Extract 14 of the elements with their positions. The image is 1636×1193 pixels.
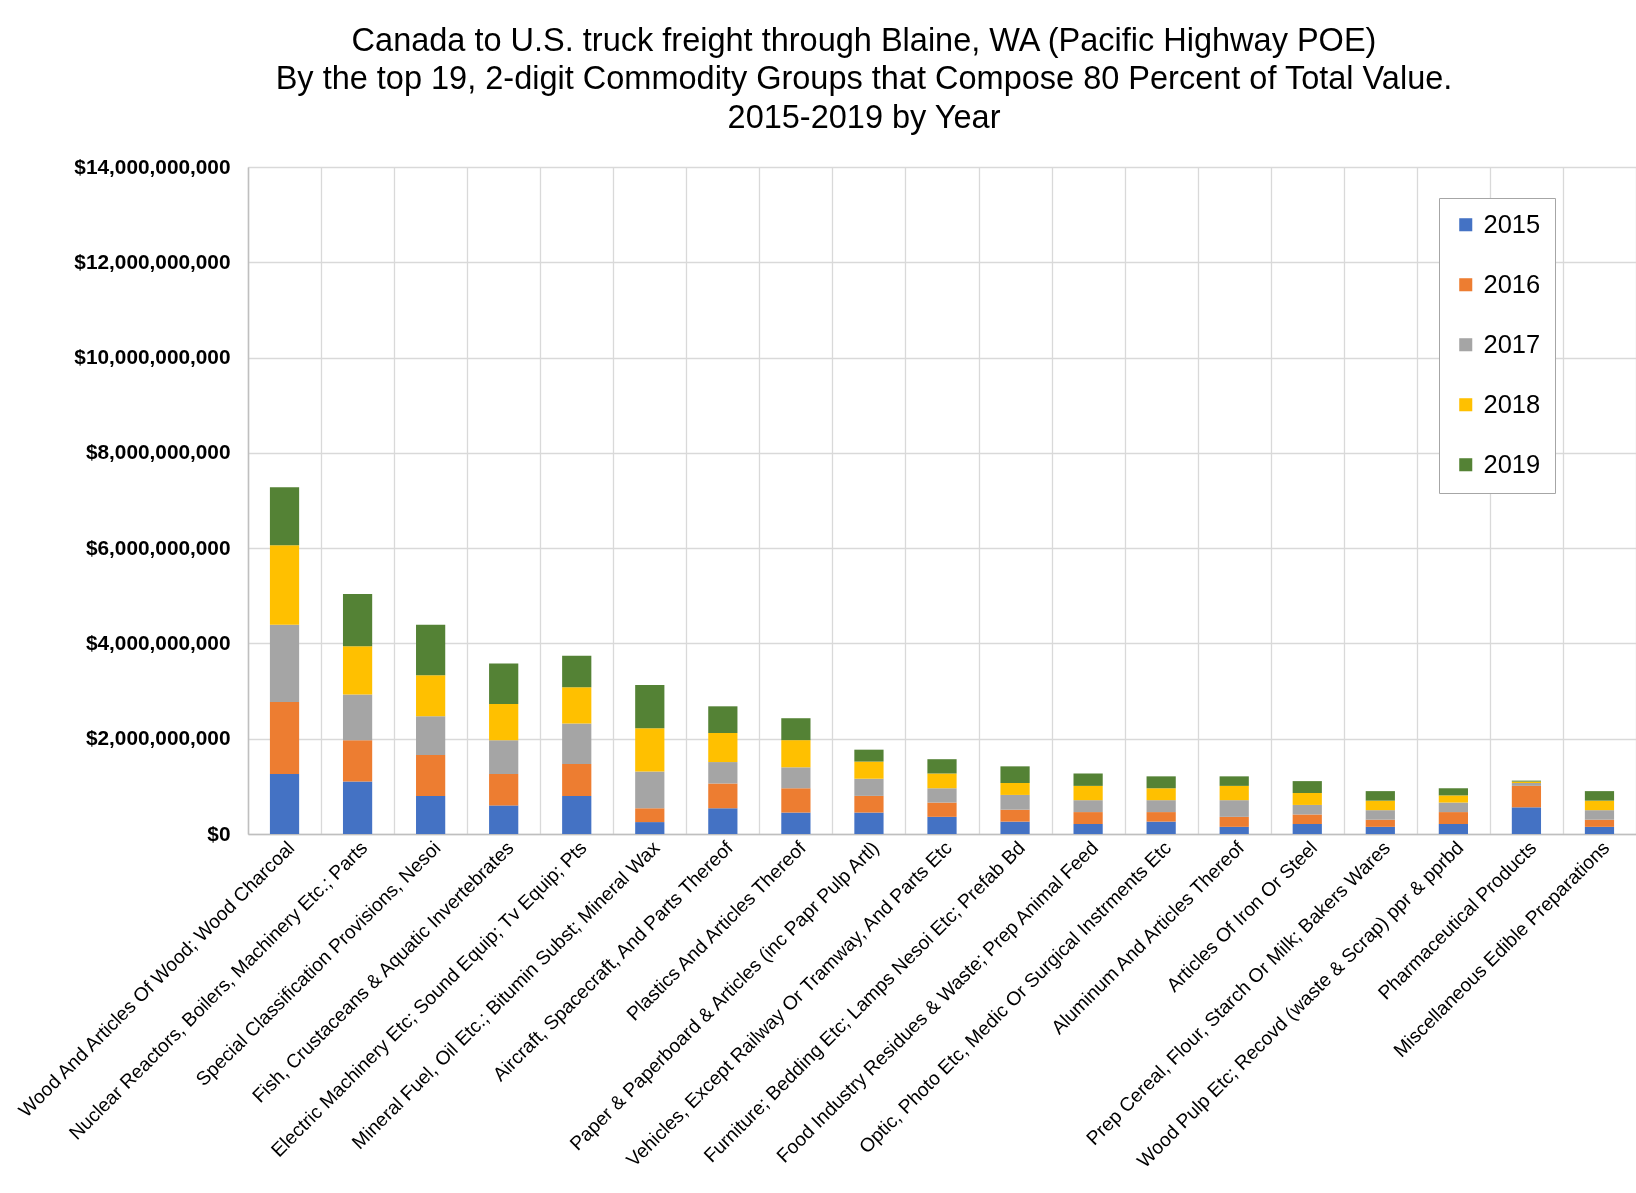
- legend-label: 2017: [1483, 329, 1541, 358]
- y-tick-label: $12,000,000,000: [74, 249, 231, 273]
- legend-label: 2019: [1483, 449, 1541, 478]
- legend-label: 2015: [1483, 209, 1541, 238]
- y-tick-label: $0: [207, 821, 231, 845]
- y-tick-label: $14,000,000,000: [74, 154, 231, 178]
- chart-title: Canada to U.S. truck freight through Blaine, WA (Pacific Highway POE) By the top 19, 2-digit Commodity Groups that Compose 80 Percent of Total Value. 2015-2019 by Year: [275, 21, 1453, 135]
- y-tick-label: $6,000,000,000: [85, 535, 231, 559]
- y-tick-label: $2,000,000,000: [85, 726, 231, 750]
- legend-label: 2016: [1483, 269, 1541, 298]
- y-tick-label: $8,000,000,000: [85, 440, 231, 464]
- y-tick-label: $4,000,000,000: [85, 630, 231, 654]
- legend-label: 2018: [1483, 389, 1541, 418]
- y-tick-label: $10,000,000,000: [74, 345, 231, 369]
